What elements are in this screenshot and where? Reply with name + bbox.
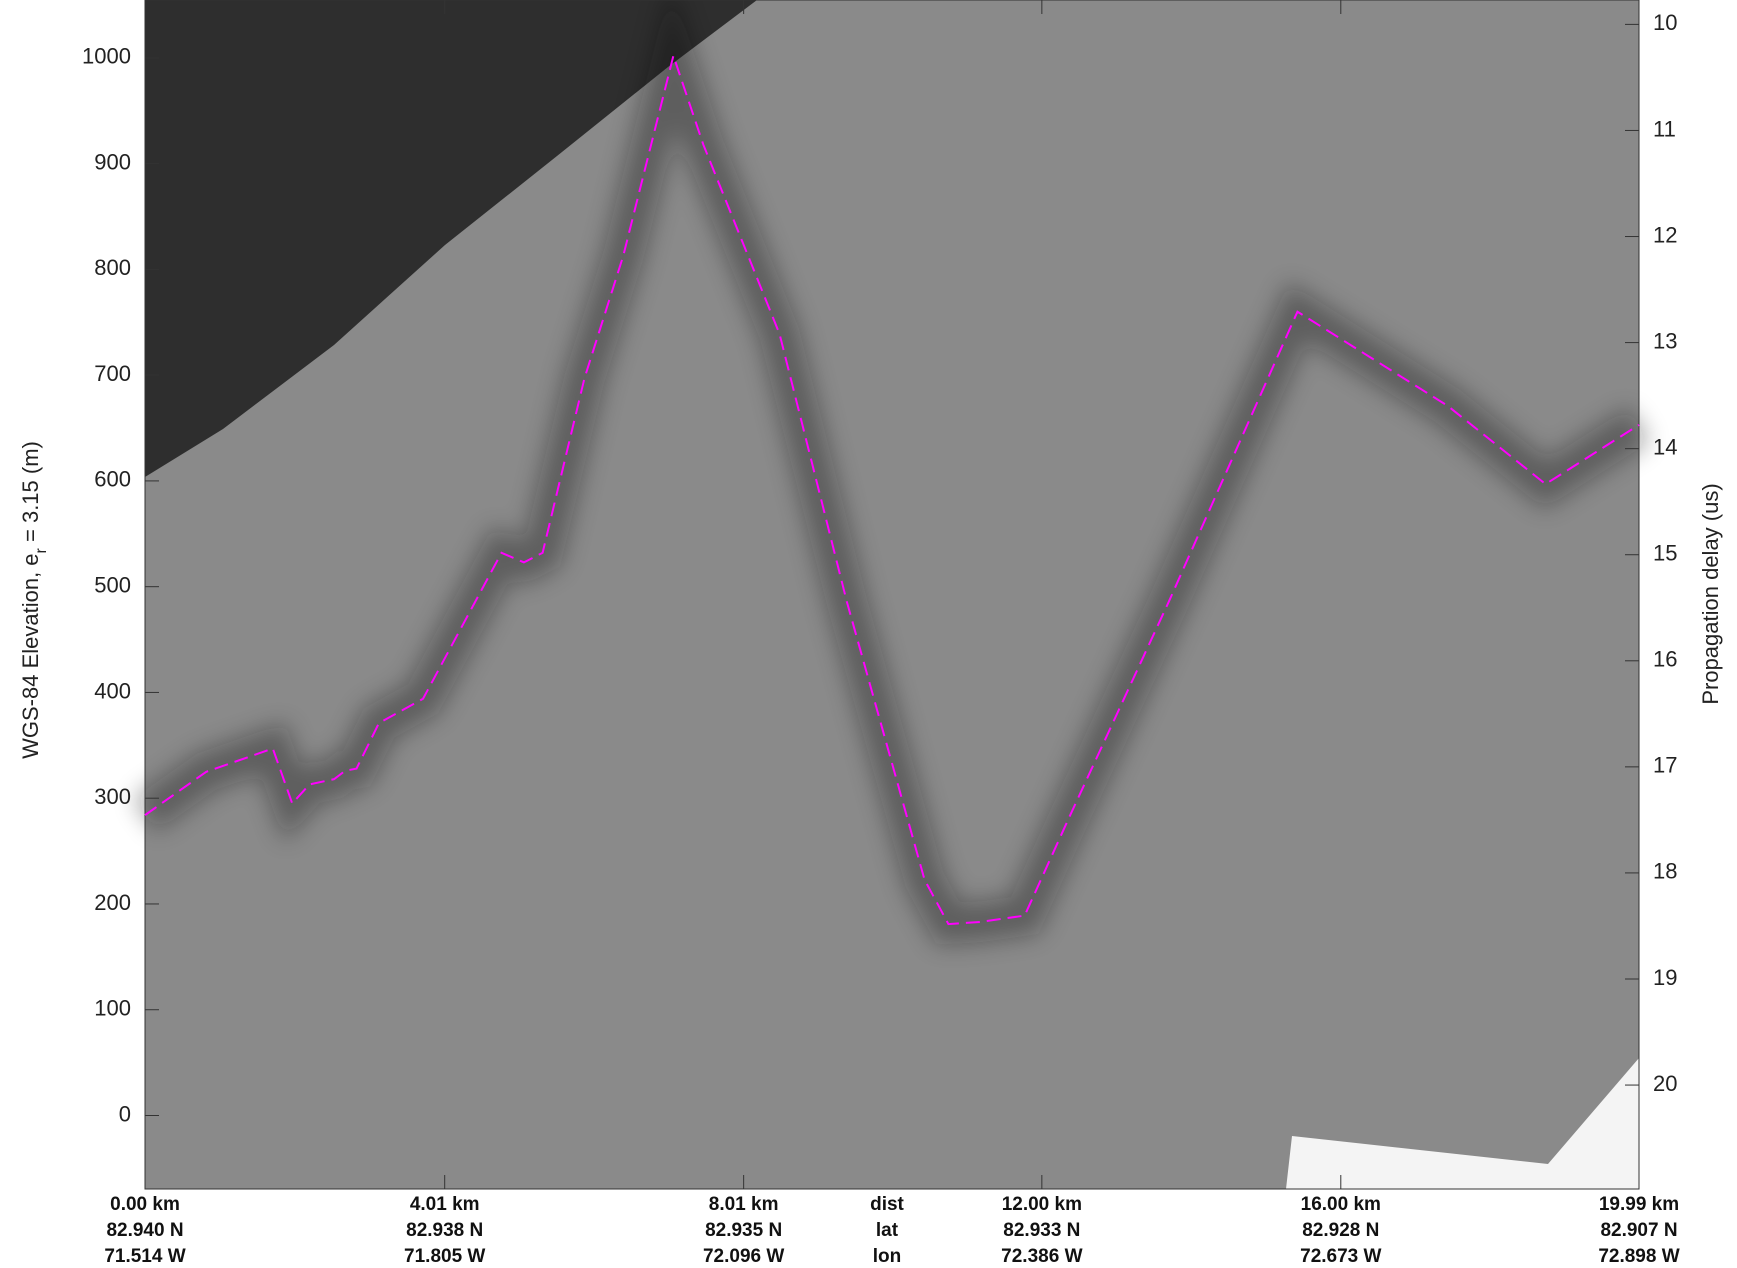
x-tick-lon: 71.514 W [104, 1246, 185, 1267]
y2-tick-label: 17 [1653, 753, 1677, 778]
y-tick-label: 0 [119, 1101, 131, 1126]
y2-tick-label: 12 [1653, 222, 1677, 247]
y-axis-label: WGS-84 Elevation, er = 3.15 (m) [18, 441, 50, 759]
x-tick-label: 16.00 km [1301, 1194, 1381, 1215]
y-tick-label: 600 [94, 467, 131, 492]
x-tick-label: 19.99 km [1599, 1194, 1679, 1215]
y2-tick-label: 11 [1653, 116, 1676, 141]
row-label: lon [873, 1246, 902, 1267]
x-tick-label: 8.01 km [709, 1194, 779, 1215]
y-tick-label: 100 [94, 996, 131, 1021]
x-tick-lat: 82.928 N [1302, 1220, 1379, 1241]
y2-tick-label: 13 [1653, 328, 1677, 353]
x-tick-lat: 82.933 N [1003, 1220, 1080, 1241]
y-tick-label: 200 [94, 890, 131, 915]
x-tick-lat: 82.935 N [705, 1220, 782, 1241]
y2-tick-label: 18 [1653, 859, 1677, 884]
x-tick-lat: 82.907 N [1600, 1220, 1677, 1241]
y-label-sub: r [33, 547, 50, 553]
x-tick-lon: 72.386 W [1001, 1246, 1082, 1267]
x-tick-label: 0.00 km [110, 1194, 180, 1215]
row-label: lat [876, 1220, 899, 1241]
y-tick-label: 500 [94, 572, 131, 597]
y-tick-label: 800 [94, 255, 131, 280]
echo-band [133, 0, 1650, 945]
y2-tick-label: 14 [1653, 434, 1677, 459]
y2-tick-label: 15 [1653, 541, 1677, 566]
no-data-region [1286, 1058, 1639, 1189]
y-tick-label: 700 [94, 361, 131, 386]
x-tick-lon: 72.898 W [1598, 1246, 1679, 1267]
x-tick-label: 12.00 km [1002, 1194, 1082, 1215]
y-tick-label: 300 [94, 784, 131, 809]
y-tick-label: 1000 [82, 44, 131, 69]
x-tick-label: 4.01 km [410, 1194, 480, 1215]
plot-frame [144, 0, 1640, 1190]
row-label: dist [870, 1194, 904, 1215]
y-tick-label: 900 [94, 149, 131, 174]
echo-shading [133, 0, 1650, 945]
y2-tick-label: 16 [1653, 647, 1677, 672]
x-tick-lon: 71.805 W [404, 1246, 485, 1267]
y2-tick-label: 10 [1653, 10, 1677, 35]
x-tick-lat: 82.940 N [106, 1220, 183, 1241]
x-tick-lon: 72.096 W [703, 1246, 784, 1267]
x-tick-lat: 82.938 N [406, 1220, 483, 1241]
y-label-rest: = 3.15 (m) [18, 441, 43, 548]
y2-axis-label: Propagation delay (us) [1698, 483, 1723, 704]
y2-tick-label: 19 [1653, 965, 1677, 990]
y-tick-label: 400 [94, 678, 131, 703]
air-region [145, 0, 757, 477]
x-tick-lon: 72.673 W [1300, 1246, 1381, 1267]
y2-tick-label: 20 [1653, 1071, 1677, 1096]
y-label-main: WGS-84 Elevation, e [18, 553, 43, 758]
